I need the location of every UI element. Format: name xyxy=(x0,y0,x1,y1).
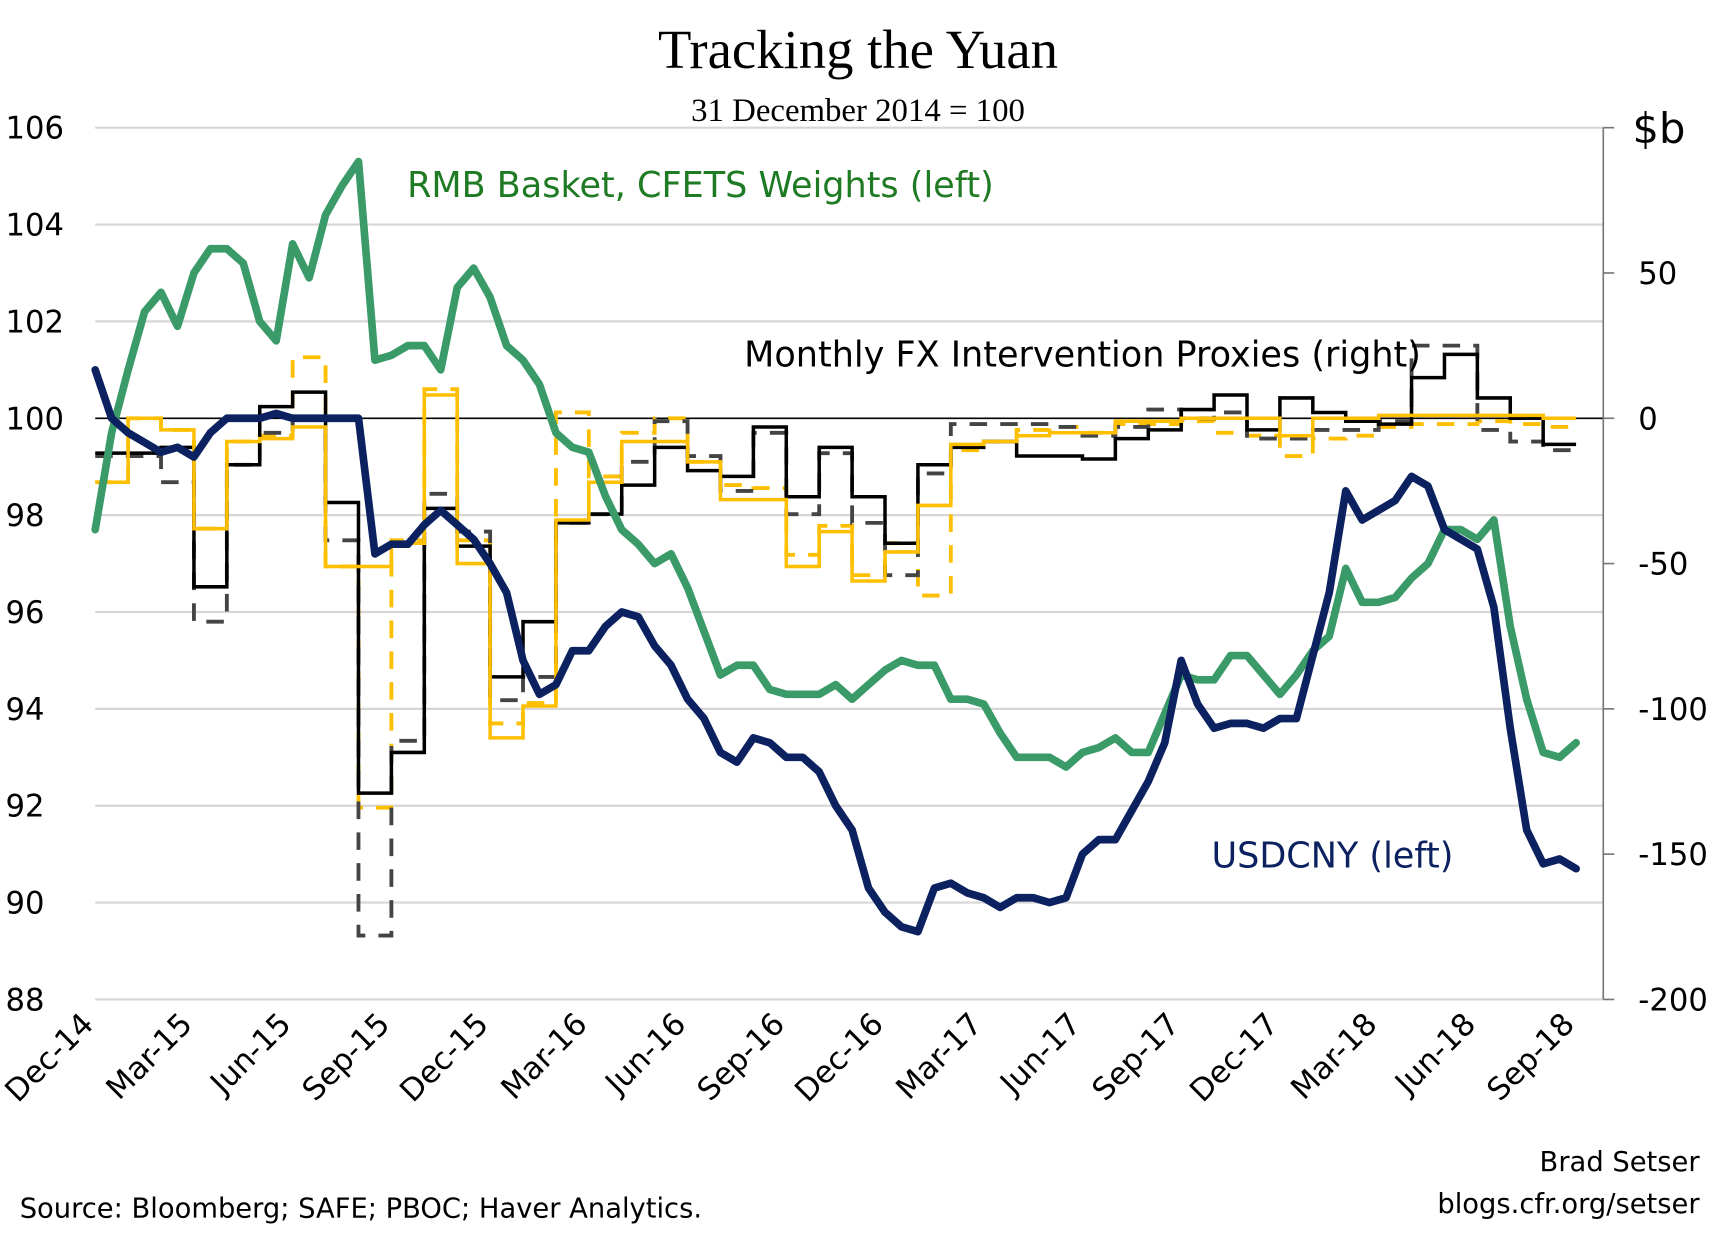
x-axis-tick-label: Sep-16 xyxy=(690,1006,792,1108)
intervention-proxy-lines xyxy=(95,343,1577,938)
left-axis-tick-label: 104 xyxy=(5,207,63,243)
chart-subtitle: 31 December 2014 = 100 xyxy=(691,93,1025,129)
x-axis-tick-label: Mar-17 xyxy=(889,1006,989,1107)
usdcny-line xyxy=(91,365,1580,936)
intervention-proxy-line-2 xyxy=(95,343,1577,938)
x-axis-tick-label: Dec-14 xyxy=(0,1006,101,1109)
usdcny-series-label: USDCNY (left) xyxy=(1211,835,1453,876)
x-axis-tick-label: Mar-15 xyxy=(99,1006,199,1107)
axes: 106 104 102 100 98 96 94 92 90 88 50 0 -50 -100 -150 -2… xyxy=(0,111,1708,1110)
left-axis-tick-label: 92 xyxy=(5,789,44,825)
exchange-rate-lines xyxy=(91,157,1580,936)
left-axis-tick-label: 106 xyxy=(5,111,63,147)
left-axis-tick-label: 100 xyxy=(5,401,63,437)
right-axis-tick-label: -200 xyxy=(1638,982,1708,1018)
proxies-series-label: Monthly FX Intervention Proxies (right) xyxy=(744,334,1421,375)
source-note: Source: Bloomberg; SAFE; PBOC; Haver Ana… xyxy=(20,1193,702,1224)
right-axis-tick-label: 0 xyxy=(1638,401,1657,437)
left-axis-tick-label: 96 xyxy=(5,595,44,631)
x-axis-tick-label: Jun-18 xyxy=(1387,1006,1483,1103)
x-axis-tick-label: Sep-17 xyxy=(1085,1006,1187,1108)
x-axis-tick-label: Jun-17 xyxy=(992,1006,1088,1103)
right-axis-tick-label: -150 xyxy=(1638,837,1708,873)
x-axis-tick-label: Mar-16 xyxy=(494,1006,594,1107)
cfets-basket-line xyxy=(91,157,1580,771)
right-axis-unit-label: $b xyxy=(1633,104,1686,153)
intervention-proxy-line-4 xyxy=(95,393,1577,740)
x-axis-tick-label: Dec-15 xyxy=(393,1006,496,1109)
cfets-series-label: RMB Basket, CFETS Weights (left) xyxy=(407,165,994,206)
right-axis-tick-label: -100 xyxy=(1638,692,1708,728)
right-axis-tick-label: -50 xyxy=(1638,546,1688,582)
left-axis-tick-label: 88 xyxy=(5,982,44,1018)
intervention-proxy-line-3 xyxy=(95,352,1577,795)
x-axis-tick-label: Dec-17 xyxy=(1183,1006,1286,1109)
website-credit: blogs.cfr.org/setser xyxy=(1437,1189,1700,1220)
x-axis-tick-label: Sep-15 xyxy=(295,1006,397,1108)
x-axis-tick-label: Jun-15 xyxy=(202,1006,298,1103)
x-axis-tick-label: Dec-16 xyxy=(788,1006,891,1109)
left-axis-tick-label: 90 xyxy=(5,886,44,922)
left-axis-tick-label: 94 xyxy=(5,692,44,728)
left-axis-tick-label: 102 xyxy=(5,304,63,340)
x-axis-tick-label: Mar-18 xyxy=(1284,1006,1384,1107)
left-axis-tick-label: 98 xyxy=(5,498,44,534)
x-axis-tick-label: Sep-18 xyxy=(1480,1006,1582,1108)
author-credit: Brad Setser xyxy=(1540,1147,1701,1178)
right-axis-tick-label: 50 xyxy=(1638,256,1677,292)
x-axis-tick-label: Jun-16 xyxy=(597,1006,693,1103)
chart-title: Tracking the Yuan xyxy=(658,19,1058,80)
